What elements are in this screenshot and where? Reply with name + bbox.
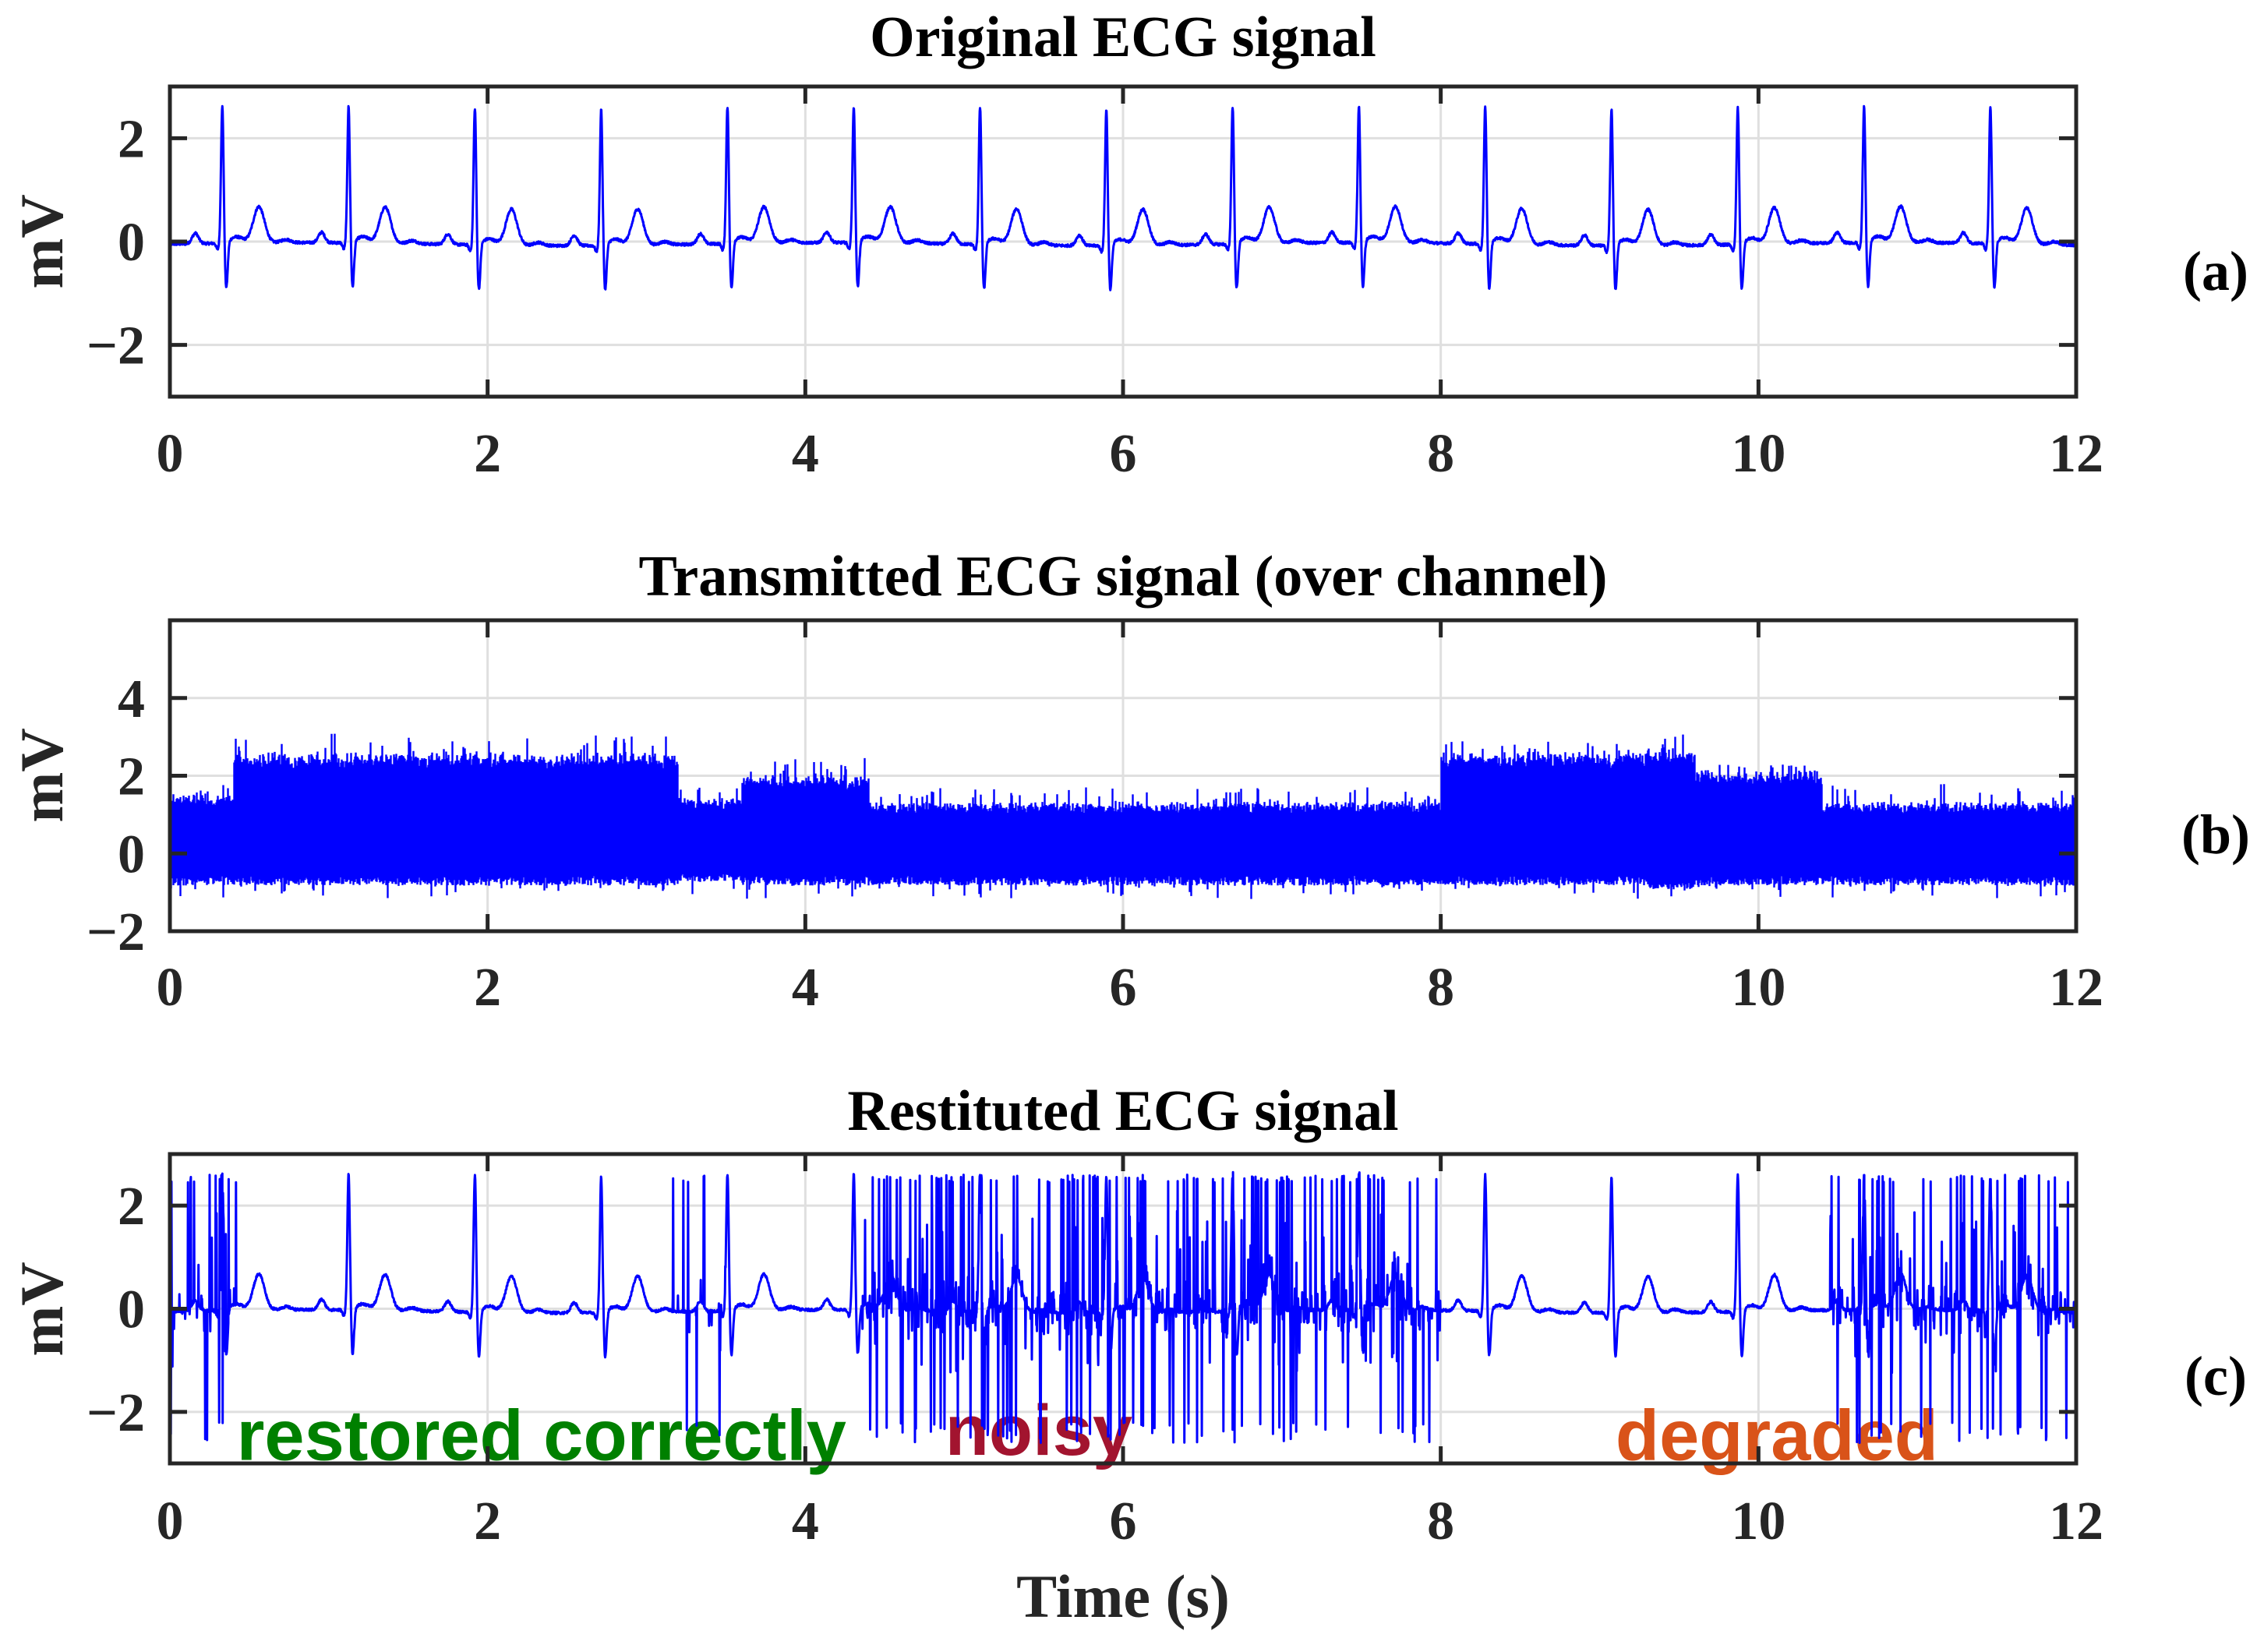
x-tick-label: 2 bbox=[474, 958, 501, 1018]
y-tick-label: 4 bbox=[118, 669, 145, 729]
panel-a-axes bbox=[168, 84, 2079, 399]
panel-c-label: (c) bbox=[2185, 1345, 2247, 1407]
x-tick-label: 8 bbox=[1427, 424, 1454, 484]
x-tick-label: 10 bbox=[1731, 1491, 1785, 1551]
y-tick-label: 2 bbox=[118, 1177, 145, 1237]
panel-c-ylabel: mV bbox=[8, 1262, 76, 1356]
x-tick-label: 4 bbox=[792, 1491, 819, 1551]
transmitted-band bbox=[868, 830, 1441, 866]
x-tick-label: 0 bbox=[157, 424, 184, 484]
y-tick-label: 2 bbox=[118, 109, 145, 169]
y-tick-label: 2 bbox=[118, 747, 145, 807]
x-tick-label: 12 bbox=[2049, 424, 2103, 484]
panel-c: Restituted ECG signal restored correctly… bbox=[8, 1079, 2247, 1551]
x-tick-label: 6 bbox=[1110, 424, 1137, 484]
panel-c-axes bbox=[168, 1152, 2079, 1466]
y-tick-label: 0 bbox=[118, 213, 145, 273]
transmitted-band bbox=[1647, 775, 1695, 866]
x-tick-label: 12 bbox=[2049, 1491, 2103, 1551]
transmitted-band bbox=[170, 822, 234, 866]
panel-b-ylabel: mV bbox=[8, 728, 76, 822]
panel-b-label: (b) bbox=[2181, 803, 2250, 866]
panel-c-trace bbox=[168, 1170, 2078, 1444]
y-tick-label: −2 bbox=[87, 1383, 145, 1443]
x-tick-label: 6 bbox=[1110, 958, 1137, 1018]
panel-b: Transmitted ECG signal (over channel) 0 2… bbox=[8, 545, 2250, 1018]
x-tick-label: 2 bbox=[474, 424, 501, 484]
x-axis-label: Time (s) bbox=[1016, 1562, 1230, 1630]
ecg-trace bbox=[168, 104, 2078, 291]
panel-a-ylabel: mV bbox=[8, 194, 76, 288]
y-tick-label: 0 bbox=[118, 1280, 145, 1340]
transmitted-band bbox=[1440, 779, 1648, 866]
restituted-trace bbox=[168, 1170, 2078, 1444]
x-tick-label: 6 bbox=[1110, 1491, 1137, 1551]
x-tick-label: 8 bbox=[1427, 1491, 1454, 1551]
panel-b-axes bbox=[168, 618, 2079, 934]
transmitted-band bbox=[678, 826, 742, 866]
transmitted-band bbox=[1694, 799, 1822, 866]
x-tick-label: 12 bbox=[2049, 958, 2103, 1018]
transmitted-band bbox=[233, 779, 679, 866]
x-tick-label: 10 bbox=[1731, 958, 1785, 1018]
panel-b-title: Transmitted ECG signal (over channel) bbox=[639, 545, 1608, 609]
x-tick-label: 4 bbox=[792, 958, 819, 1018]
panel-a-label: (a) bbox=[2183, 240, 2248, 302]
panel-c-title: Restituted ECG signal bbox=[847, 1079, 1398, 1143]
y-tick-label: 0 bbox=[118, 824, 145, 884]
transmitted-band bbox=[1821, 830, 2076, 866]
x-tick-label: 2 bbox=[474, 1491, 501, 1551]
x-tick-label: 10 bbox=[1731, 424, 1785, 484]
y-tick-label: −2 bbox=[87, 902, 145, 962]
panel-a-trace bbox=[168, 104, 2078, 291]
annotation-noisy: noisy bbox=[945, 1391, 1132, 1470]
x-tick-label: 4 bbox=[792, 424, 819, 484]
x-tick-label: 8 bbox=[1427, 958, 1454, 1018]
x-tick-label: 0 bbox=[157, 958, 184, 1018]
y-tick-label: −2 bbox=[87, 316, 145, 376]
panel-a-title: Original ECG signal bbox=[870, 5, 1376, 69]
transmitted-band bbox=[741, 803, 869, 866]
x-tick-label: 0 bbox=[157, 1491, 184, 1551]
